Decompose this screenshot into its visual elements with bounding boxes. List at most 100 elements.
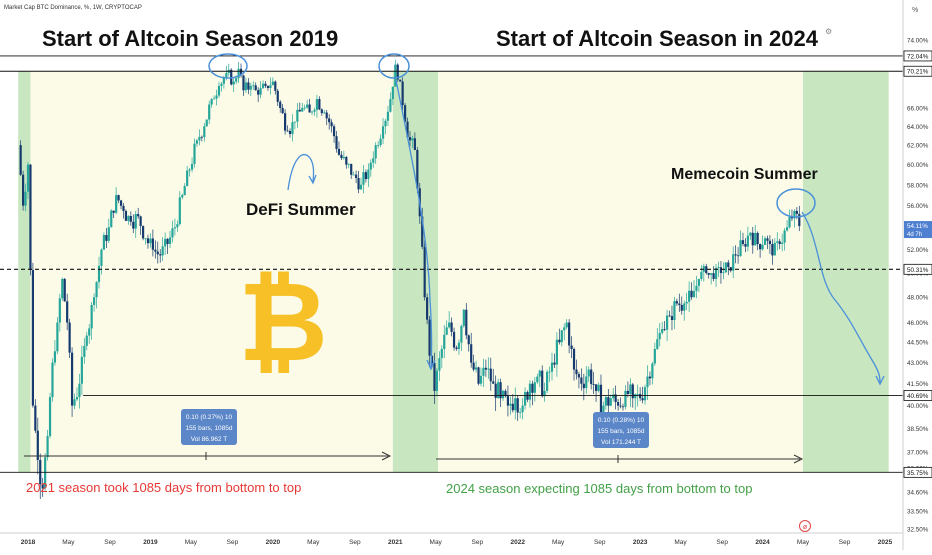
candle-body (771, 244, 774, 256)
y-tick-label: 43.00% (907, 360, 929, 367)
y-tick-label: 48.00% (907, 295, 929, 302)
candle-body (97, 265, 101, 283)
x-tick-label: May (185, 539, 198, 546)
candle-body (489, 368, 492, 382)
candle-body (315, 99, 319, 110)
candle-body (776, 241, 779, 243)
candle-body (798, 213, 801, 227)
candle-body (357, 178, 360, 190)
candle-body (670, 316, 674, 321)
top-circle-2019 (208, 53, 248, 79)
candle-body (95, 282, 98, 298)
candle-body (492, 381, 495, 384)
candle-body (712, 273, 715, 279)
candle-body (519, 412, 522, 413)
candle-body (166, 238, 169, 244)
candle-body (239, 68, 243, 76)
candle-body (614, 394, 617, 403)
candle-body (643, 387, 647, 401)
candle-body (269, 85, 272, 89)
price-badges: 72.04% 70.21% 54.11% 4d 7h 50.31% 40.69% 35.75… (903, 50, 932, 478)
candle-body (707, 272, 710, 275)
candle-body (501, 390, 505, 399)
candle-body (325, 112, 328, 119)
candle-body (171, 228, 174, 238)
x-tick-label: 2018 (21, 539, 36, 546)
x-tick-label: May (674, 539, 687, 546)
candle-body (761, 244, 764, 250)
level-badge-value: 72.04% (907, 53, 929, 60)
candle-body (548, 371, 551, 373)
candle-body (137, 214, 140, 217)
watermark-icon: ø (799, 520, 811, 532)
candle-body (746, 235, 749, 247)
candle-body (719, 267, 723, 273)
candle-body (144, 238, 147, 240)
candle-body (232, 81, 235, 85)
candle-body (609, 398, 612, 406)
candle-body (497, 382, 500, 398)
candle-body (301, 107, 304, 112)
x-tick-label: May (552, 539, 565, 546)
level-badge (903, 466, 932, 478)
candle-body (533, 382, 536, 393)
candle-body (394, 64, 397, 87)
candle-body (467, 335, 470, 345)
settings-icon[interactable]: ⚙ (825, 27, 832, 36)
candle-body (450, 322, 453, 332)
price-axis[interactable]: 74.00%70.00%66.00%64.00%62.00%60.00%58.0… (902, 0, 932, 550)
candle-body (705, 266, 708, 273)
candle-body (105, 234, 108, 241)
green-zone (802, 71, 889, 473)
candle-body (310, 111, 314, 113)
candle-body (335, 136, 338, 149)
candle-body (766, 238, 769, 241)
bitcoin-logo-icon: ₿ (238, 261, 328, 384)
candle-body (656, 339, 659, 349)
y-tick-label: 62.00% (907, 143, 929, 150)
candle-body (306, 104, 309, 108)
candle-body (293, 121, 296, 123)
candle-body (181, 195, 184, 198)
y-tick-label: 41.50% (907, 381, 929, 388)
candle-body (266, 85, 270, 89)
candle-body (291, 122, 294, 134)
candle-body (247, 82, 250, 90)
candle-body (281, 107, 284, 114)
time-axis[interactable]: 2018 May Sep 2019 May Sep 2020 May Sep 2021 May Sep… (0, 532, 903, 546)
candle-body (403, 105, 407, 122)
current-price-value: 54.11% (907, 223, 928, 230)
candle-body (173, 227, 177, 229)
symbol-title: Market Cap BTC Dominance, %, 1W, CRYPTOC… (4, 5, 142, 11)
y-tick-label: 40.00% (907, 403, 929, 410)
candle-body (36, 430, 39, 461)
candle-body (90, 304, 93, 329)
level-badge-value: 35.75% (907, 470, 929, 477)
candle-body (102, 234, 106, 250)
x-tick-label: May (797, 539, 810, 546)
candle-body (132, 221, 135, 229)
candle-body (129, 216, 132, 222)
candle-body (151, 238, 154, 250)
candle-body (653, 348, 656, 364)
candle-body (648, 376, 652, 379)
candle-body (83, 345, 86, 357)
candle-body (435, 370, 439, 391)
measure-box-line: 0.10 (0.28%) 10 (598, 417, 645, 424)
x-tick-label: 2023 (633, 539, 648, 546)
candle-body (73, 399, 76, 406)
candle-body (210, 99, 213, 105)
candle-body (362, 172, 365, 185)
candle-body (110, 210, 113, 228)
title-2024: Start of Altcoin Season in 2024 (496, 26, 819, 51)
candle-body (634, 394, 637, 399)
title-2019: Start of Altcoin Season 2019 (42, 26, 338, 51)
candle-body (661, 329, 664, 333)
candle-body (678, 303, 681, 305)
candle-body (754, 232, 757, 246)
measure-box-line: 155 bars, 1085d (186, 425, 233, 432)
candle-body (445, 327, 448, 335)
x-tick-label: 2020 (266, 539, 281, 546)
candle-body (732, 254, 735, 271)
